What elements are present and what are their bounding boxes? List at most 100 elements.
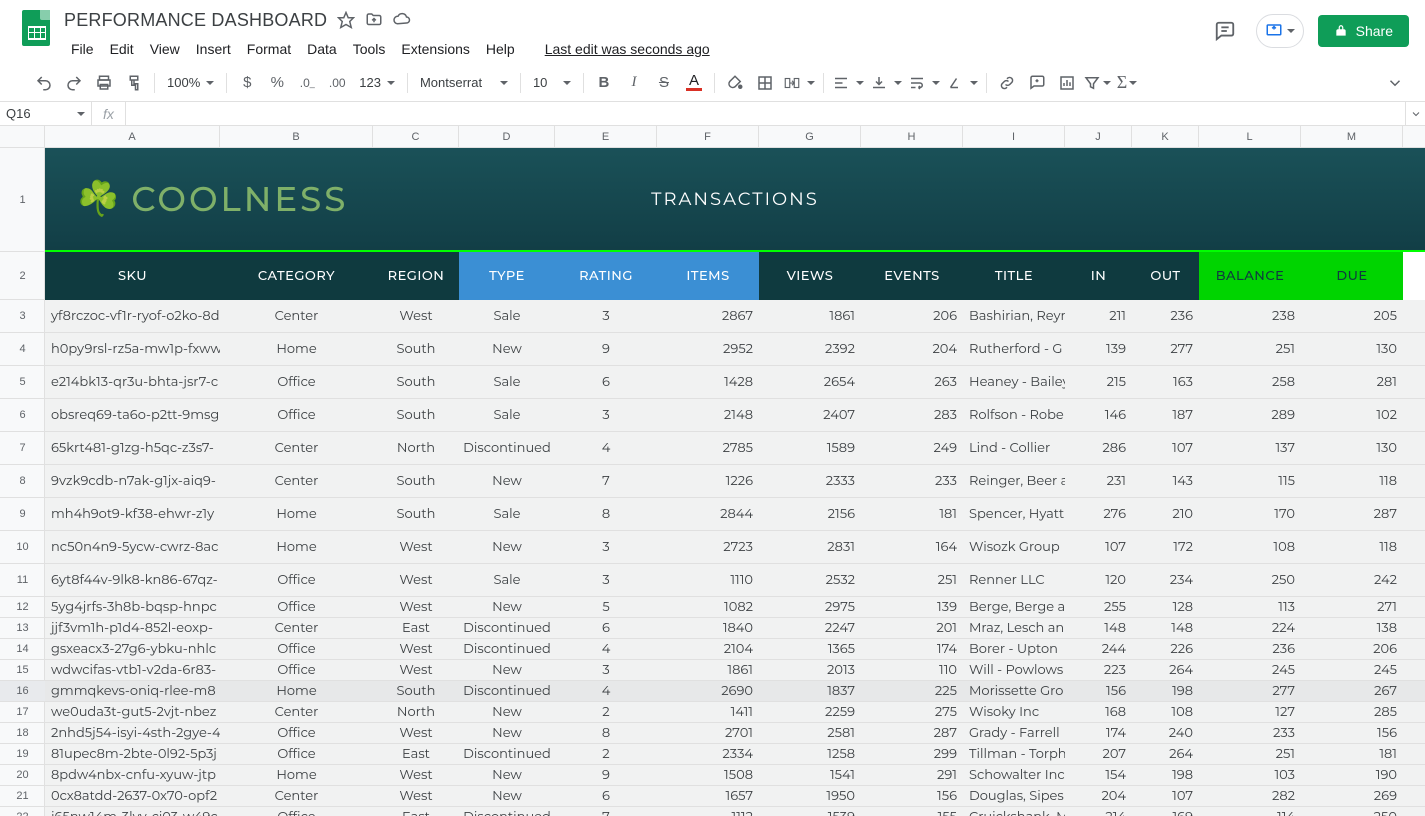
table-cell[interactable]: 139 — [861, 597, 963, 617]
table-cell[interactable]: 107 — [1065, 531, 1132, 563]
table-cell[interactable]: 238 — [1199, 300, 1301, 332]
table-cell[interactable]: New — [459, 531, 555, 563]
table-cell[interactable]: West — [373, 564, 459, 596]
column-header[interactable]: E — [555, 126, 657, 148]
table-cell[interactable]: Office — [220, 366, 373, 398]
table-cell[interactable]: Office — [220, 564, 373, 596]
menu-help[interactable]: Help — [479, 37, 522, 61]
table-cell[interactable]: 251 — [861, 564, 963, 596]
row-header[interactable]: 2 — [0, 252, 45, 300]
table-cell[interactable]: 130 — [1301, 432, 1403, 464]
table-cell[interactable]: 277 — [1132, 333, 1199, 365]
table-cell[interactable]: 8pdw4nbx-cnfu-xyuw-jtp — [45, 765, 220, 785]
table-cell[interactable]: 1112 — [657, 807, 759, 816]
comments-button[interactable] — [1208, 14, 1242, 48]
table-cell[interactable]: New — [459, 597, 555, 617]
table-cell[interactable]: 3 — [555, 531, 657, 563]
table-cell[interactable]: Sale — [459, 300, 555, 332]
table-cell[interactable]: 6 — [555, 786, 657, 806]
table-cell[interactable]: 2nhd5j54-isyi-4sth-2gye-4 — [45, 723, 220, 743]
table-cell[interactable]: 242 — [1301, 564, 1403, 596]
table-cell[interactable]: 236 — [1199, 639, 1301, 659]
row-header[interactable]: 19 — [0, 744, 45, 765]
table-cell[interactable]: 287 — [861, 723, 963, 743]
row-header[interactable]: 4 — [0, 333, 45, 366]
column-header[interactable]: D — [459, 126, 555, 148]
table-cell[interactable]: Home — [220, 531, 373, 563]
table-cell[interactable]: yf8rczoc-vf1r-ryof-o2ko-8d — [45, 300, 220, 332]
table-cell[interactable]: 269 — [1301, 786, 1403, 806]
table-cell[interactable]: 2259 — [759, 702, 861, 722]
table-cell[interactable]: 108 — [1199, 531, 1301, 563]
table-cell[interactable]: 1508 — [657, 765, 759, 785]
table-cell[interactable]: 115 — [1199, 465, 1301, 497]
table-header-cell[interactable]: ITEMS — [657, 252, 759, 300]
borders-button[interactable] — [751, 69, 779, 97]
table-cell[interactable]: 2844 — [657, 498, 759, 530]
table-header-cell[interactable]: RATING — [555, 252, 657, 300]
table-cell[interactable]: 2156 — [759, 498, 861, 530]
table-cell[interactable]: New — [459, 465, 555, 497]
table-cell[interactable]: Rolfson - Robe — [963, 399, 1065, 431]
table-cell[interactable]: Discontinued — [459, 681, 555, 701]
column-header[interactable]: M — [1301, 126, 1403, 148]
table-cell[interactable]: Office — [220, 744, 373, 764]
undo-button[interactable] — [30, 69, 58, 97]
table-cell[interactable]: 2701 — [657, 723, 759, 743]
table-cell[interactable]: 289 — [1199, 399, 1301, 431]
text-wrap-button[interactable] — [906, 69, 942, 97]
table-cell[interactable]: 210 — [1132, 498, 1199, 530]
table-cell[interactable]: 245 — [1199, 660, 1301, 680]
table-cell[interactable]: Discontinued — [459, 744, 555, 764]
row-header[interactable]: 1 — [0, 148, 45, 252]
row-header[interactable]: 17 — [0, 702, 45, 723]
table-cell[interactable]: Center — [220, 432, 373, 464]
row-header[interactable]: 12 — [0, 597, 45, 618]
table-cell[interactable]: 264 — [1132, 660, 1199, 680]
table-cell[interactable]: 233 — [861, 465, 963, 497]
table-header-cell[interactable]: VIEWS — [759, 252, 861, 300]
table-cell[interactable]: 251 — [1199, 333, 1301, 365]
table-cell[interactable]: Berge, Berge a — [963, 597, 1065, 617]
column-header[interactable]: J — [1065, 126, 1132, 148]
table-cell[interactable]: 271 — [1301, 597, 1403, 617]
table-cell[interactable]: 215 — [1065, 366, 1132, 398]
table-cell[interactable]: 267 — [1301, 681, 1403, 701]
redo-button[interactable] — [60, 69, 88, 97]
column-header[interactable]: L — [1199, 126, 1301, 148]
table-cell[interactable]: West — [373, 531, 459, 563]
table-cell[interactable]: 156 — [861, 786, 963, 806]
table-cell[interactable]: 168 — [1065, 702, 1132, 722]
table-cell[interactable]: 81upec8m-2bte-0l92-5p3j — [45, 744, 220, 764]
table-cell[interactable]: 249 — [861, 432, 963, 464]
table-cell[interactable]: 7 — [555, 807, 657, 816]
table-cell[interactable]: Discontinued — [459, 618, 555, 638]
table-cell[interactable]: West — [373, 765, 459, 785]
table-cell[interactable]: 1840 — [657, 618, 759, 638]
table-cell[interactable]: Spencer, Hyatt — [963, 498, 1065, 530]
row-header[interactable]: 16 — [0, 681, 45, 702]
table-cell[interactable]: 282 — [1199, 786, 1301, 806]
table-header-cell[interactable]: TYPE — [459, 252, 555, 300]
table-cell[interactable]: 1950 — [759, 786, 861, 806]
table-cell[interactable]: 291 — [861, 765, 963, 785]
table-cell[interactable]: 65krt481-g1zg-h5qc-z3s7- — [45, 432, 220, 464]
table-cell[interactable]: 1258 — [759, 744, 861, 764]
table-cell[interactable]: 1539 — [759, 807, 861, 816]
table-cell[interactable]: h0py9rsl-rz5a-mw1p-fxww — [45, 333, 220, 365]
table-row[interactable]: 65krt481-g1zg-h5qc-z3s7-CenterNorthDisco… — [45, 432, 1425, 465]
table-cell[interactable]: 2334 — [657, 744, 759, 764]
table-cell[interactable]: Office — [220, 807, 373, 816]
table-cell[interactable]: Center — [220, 702, 373, 722]
table-cell[interactable]: 1110 — [657, 564, 759, 596]
table-cell[interactable]: 2952 — [657, 333, 759, 365]
table-cell[interactable]: 102 — [1301, 399, 1403, 431]
expand-toolbar-button[interactable] — [1381, 69, 1409, 97]
row-header[interactable]: 6 — [0, 399, 45, 432]
share-button[interactable]: Share — [1318, 15, 1409, 47]
select-all-corner[interactable] — [0, 126, 45, 148]
table-cell[interactable]: 107 — [1132, 786, 1199, 806]
row-header[interactable]: 18 — [0, 723, 45, 744]
row-header[interactable]: 13 — [0, 618, 45, 639]
table-cell[interactable]: 211 — [1065, 300, 1132, 332]
